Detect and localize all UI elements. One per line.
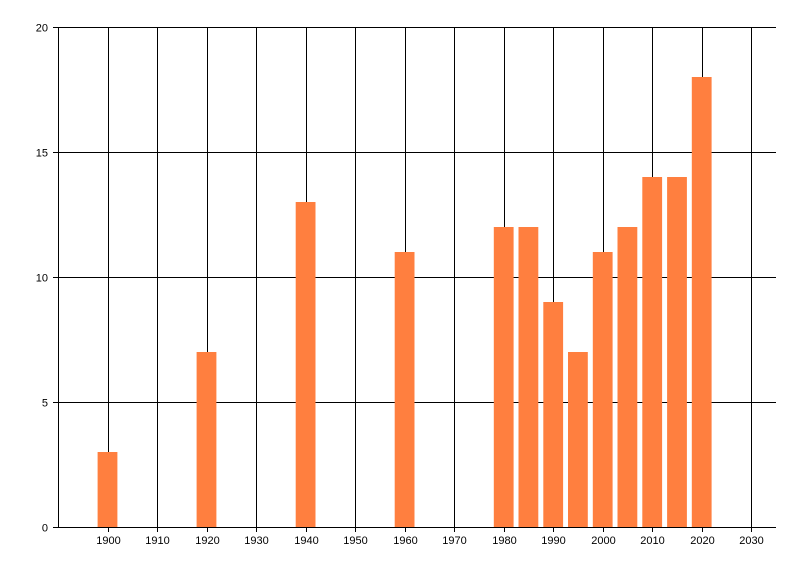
- y-tick-label: 15: [36, 148, 48, 160]
- x-tick-label: 1950: [343, 535, 367, 547]
- bar-1920: [196, 352, 217, 527]
- x-axis-ticks: 1900 1910 1920 1930 1940 1950 1960 1970 1980 1990…: [96, 527, 764, 547]
- x-tick-label: 2030: [739, 535, 763, 547]
- bar-1960: [394, 252, 415, 527]
- bar-1985: [518, 227, 539, 527]
- axes: [58, 27, 776, 528]
- y-axis-ticks: 0 5 10 15 20: [36, 23, 58, 535]
- bar-2005: [617, 227, 638, 527]
- bar-series: [97, 77, 712, 527]
- bar-2000: [592, 252, 613, 527]
- x-tick-label: 1960: [393, 535, 417, 547]
- bar-2015: [667, 177, 687, 527]
- y-tick-label: 5: [42, 398, 48, 410]
- x-tick-label: 2000: [591, 535, 615, 547]
- x-tick-label: 1940: [294, 535, 318, 547]
- bar-1900: [97, 452, 118, 527]
- bar-1980: [493, 227, 514, 527]
- bar-2010: [642, 177, 663, 527]
- x-tick-label: 1910: [145, 535, 169, 547]
- bar-2020: [691, 77, 712, 527]
- x-tick-label: 1970: [442, 535, 466, 547]
- x-tick-label: 1990: [541, 535, 565, 547]
- x-tick-label: 1980: [492, 535, 516, 547]
- x-tick-label: 1920: [195, 535, 219, 547]
- bar-1990: [543, 302, 564, 527]
- y-tick-label: 20: [36, 23, 48, 35]
- bar-1995: [568, 352, 588, 527]
- y-tick-label: 0: [42, 523, 48, 535]
- x-tick-label: 2020: [690, 535, 714, 547]
- x-tick-label: 1900: [96, 535, 120, 547]
- x-tick-label: 2010: [640, 535, 664, 547]
- y-tick-label: 10: [36, 273, 48, 285]
- bar-1940: [295, 202, 316, 527]
- x-tick-label: 1930: [244, 535, 268, 547]
